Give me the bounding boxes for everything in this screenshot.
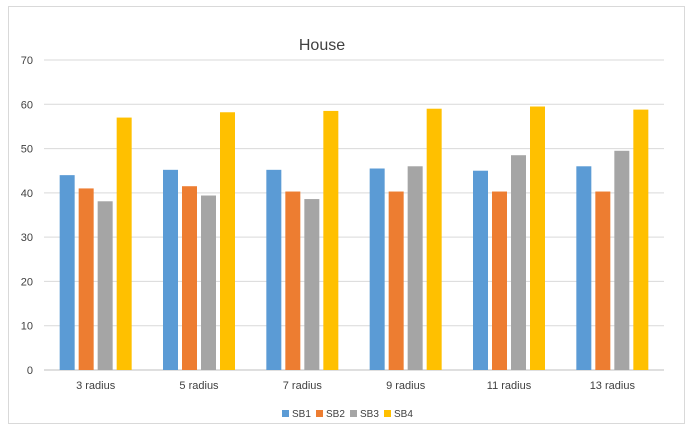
y-tick-label: 30 <box>21 232 33 244</box>
bar-sb3-4 <box>511 155 526 370</box>
bar-sb2-5 <box>595 191 611 370</box>
legend-swatch-sb1 <box>282 410 289 417</box>
bar-sb2-3 <box>388 191 404 370</box>
chart-title: House <box>299 37 345 54</box>
y-tick-label: 20 <box>21 276 33 288</box>
bar-sb3-1 <box>201 195 216 370</box>
bar-sb4-4 <box>530 106 545 370</box>
bar-sb1-5 <box>576 166 592 370</box>
y-tick-label: 70 <box>21 55 33 67</box>
bar-sb2-0 <box>78 188 94 370</box>
legend-swatch-sb2 <box>316 410 323 417</box>
bar-sb1-0 <box>59 175 75 370</box>
x-tick-label: 9 radius <box>386 380 426 392</box>
x-tick-label: 3 radius <box>76 380 116 392</box>
x-axis-ticks: 3 radius 5 radius 7 radius 9 radius 11 radiu… <box>76 380 635 392</box>
y-tick-label: 0 <box>27 365 33 377</box>
bar-sb4-1 <box>220 112 235 370</box>
y-axis-ticks: 0 10 20 30 40 50 60 70 <box>21 55 33 377</box>
legend-label-sb4: SB4 <box>394 409 413 420</box>
x-tick-label: 7 radius <box>283 380 323 392</box>
legend: SB1 SB2 SB3 SB4 <box>282 409 413 420</box>
bar-sb3-2 <box>304 199 320 370</box>
x-tick-label: 11 radius <box>487 380 532 392</box>
bar-sb2-2 <box>285 191 301 370</box>
legend-label-sb2: SB2 <box>326 409 345 420</box>
legend-swatch-sb4 <box>384 410 391 417</box>
x-tick-label: 5 radius <box>179 380 219 392</box>
bar-sb4-0 <box>116 117 132 370</box>
bar-sb2-1 <box>182 186 197 370</box>
y-tick-label: 40 <box>21 188 33 200</box>
bar-sb1-1 <box>163 169 178 370</box>
y-tick-label: 10 <box>21 321 33 333</box>
bar-sb4-2 <box>323 110 339 370</box>
y-tick-label: 60 <box>21 99 33 111</box>
bar-sb1-3 <box>369 168 385 370</box>
bar-sb4-3 <box>426 108 442 370</box>
y-tick-label: 50 <box>21 144 33 156</box>
bar-sb1-2 <box>266 169 282 370</box>
bar-sb3-0 <box>97 201 113 370</box>
bars <box>59 106 649 370</box>
legend-label-sb1: SB1 <box>292 409 311 420</box>
legend-swatch-sb3 <box>350 410 357 417</box>
bar-sb4-5 <box>633 109 649 370</box>
bar-sb1-4 <box>473 170 488 370</box>
gridlines <box>44 59 664 371</box>
legend-label-sb3: SB3 <box>360 409 379 420</box>
bar-sb3-5 <box>614 150 630 370</box>
bar-sb3-3 <box>407 166 423 370</box>
x-tick-label: 13 radius <box>590 380 636 392</box>
bar-sb2-4 <box>492 191 507 370</box>
